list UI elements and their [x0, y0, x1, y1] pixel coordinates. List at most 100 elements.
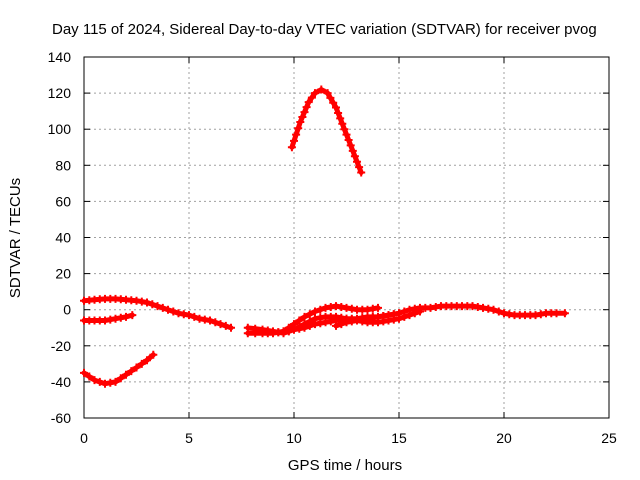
data-point-marker: [116, 374, 125, 383]
data-point-marker: [326, 93, 335, 102]
series-arc-3: [80, 350, 158, 388]
data-point-marker: [148, 300, 157, 309]
data-point-marker: [336, 114, 345, 123]
data-point-marker: [169, 307, 178, 316]
data-point-marker: [132, 363, 141, 372]
y-axis-label: SDTVAR / TECUs: [7, 178, 24, 298]
data-point-marker: [304, 98, 313, 107]
data-point-marker: [294, 124, 303, 133]
data-point-marker: [85, 372, 94, 381]
data-point-marker: [489, 305, 498, 314]
data-point-marker: [111, 377, 120, 386]
data-point-marker: [342, 130, 351, 139]
data-point-marker: [305, 310, 314, 319]
y-tick-label: -20: [51, 338, 71, 354]
data-point-marker: [149, 350, 158, 359]
data-point-marker: [307, 93, 316, 102]
y-tick-label: 100: [48, 121, 72, 137]
y-tick-label: 140: [48, 49, 72, 65]
data-point-marker: [344, 136, 353, 144]
data-point-marker: [374, 303, 382, 312]
data-point-marker: [302, 103, 311, 112]
data-point-marker: [300, 312, 309, 321]
data-point-marker: [338, 119, 347, 128]
series-arc-8: [332, 309, 403, 330]
data-point-marker: [346, 141, 355, 150]
data-point-marker: [284, 323, 293, 332]
data-point-marker: [317, 85, 326, 94]
data-point-marker: [323, 89, 332, 98]
x-tick-label: 0: [80, 430, 88, 446]
data-point-marker: [80, 368, 88, 377]
series-arc-2: [80, 311, 137, 325]
data-point-marker: [137, 359, 146, 368]
series-group: [80, 85, 569, 388]
tick-labels: 0 5 10 15 20 25 -60 -40 -20 0 20 40 60 80 100 120 140: [48, 49, 617, 446]
x-tick-label: 20: [496, 430, 512, 446]
data-point-marker: [340, 125, 349, 134]
data-point-marker: [316, 305, 325, 314]
data-point-marker: [560, 309, 569, 318]
data-point-marker: [292, 130, 301, 139]
data-point-marker: [311, 89, 319, 98]
data-point-marker: [206, 316, 214, 325]
data-point-marker: [190, 312, 199, 321]
data-point-marker: [251, 324, 260, 333]
series-arc-1: [80, 294, 235, 332]
y-tick-label: 20: [55, 266, 71, 282]
y-tick-label: 0: [63, 302, 71, 318]
ticks: [83, 56, 610, 419]
data-point-marker: [216, 320, 225, 329]
data-point-marker: [332, 321, 340, 330]
data-point-marker: [127, 367, 136, 376]
data-point-marker: [350, 152, 359, 161]
data-point-marker: [128, 311, 137, 320]
data-point-marker: [143, 356, 151, 365]
data-point-marker: [300, 320, 309, 329]
data-point-marker: [290, 320, 298, 329]
data-point-marker: [143, 298, 151, 307]
data-point-marker: [95, 377, 104, 386]
data-point-marker: [90, 376, 99, 385]
data-point-marker: [355, 163, 364, 172]
data-point-marker: [243, 323, 252, 332]
x-tick-label: 5: [185, 430, 193, 446]
data-point-marker: [305, 317, 314, 326]
data-point-marker: [337, 320, 346, 329]
series-arc-4: [287, 85, 366, 177]
y-tick-label: 120: [48, 85, 72, 101]
data-point-marker: [185, 311, 193, 320]
data-point-marker: [300, 108, 309, 117]
y-tick-label: -40: [51, 374, 71, 390]
y-tick-label: 40: [55, 230, 71, 246]
grid: [84, 57, 609, 418]
data-point-marker: [400, 312, 409, 321]
data-point-marker: [298, 113, 307, 121]
data-point-marker: [329, 98, 338, 107]
data-point-marker: [290, 136, 298, 145]
data-point-marker: [295, 316, 304, 325]
data-point-marker: [357, 168, 366, 177]
data-point-marker: [353, 157, 361, 166]
data-point-marker: [279, 327, 288, 336]
data-point-marker: [311, 307, 319, 316]
data-point-marker: [153, 302, 162, 311]
data-point-marker: [416, 307, 424, 316]
y-tick-label: 80: [55, 157, 71, 173]
data-point-marker: [122, 312, 130, 321]
x-tick-label: 25: [601, 430, 617, 446]
data-point-marker: [405, 311, 414, 320]
chart-title: Day 115 of 2024, Sidereal Day-to-day VTE…: [52, 21, 597, 38]
x-tick-label: 15: [391, 430, 407, 446]
data-point-marker: [410, 309, 419, 318]
data-point-marker: [227, 323, 235, 332]
data-point-marker: [395, 309, 403, 318]
data-point-marker: [122, 370, 130, 379]
x-tick-label: 10: [286, 430, 302, 446]
x-axis-label: GPS time / hours: [288, 457, 402, 474]
y-tick-label: 60: [55, 193, 71, 209]
data-point-marker: [334, 109, 343, 117]
data-point-marker: [164, 305, 172, 314]
